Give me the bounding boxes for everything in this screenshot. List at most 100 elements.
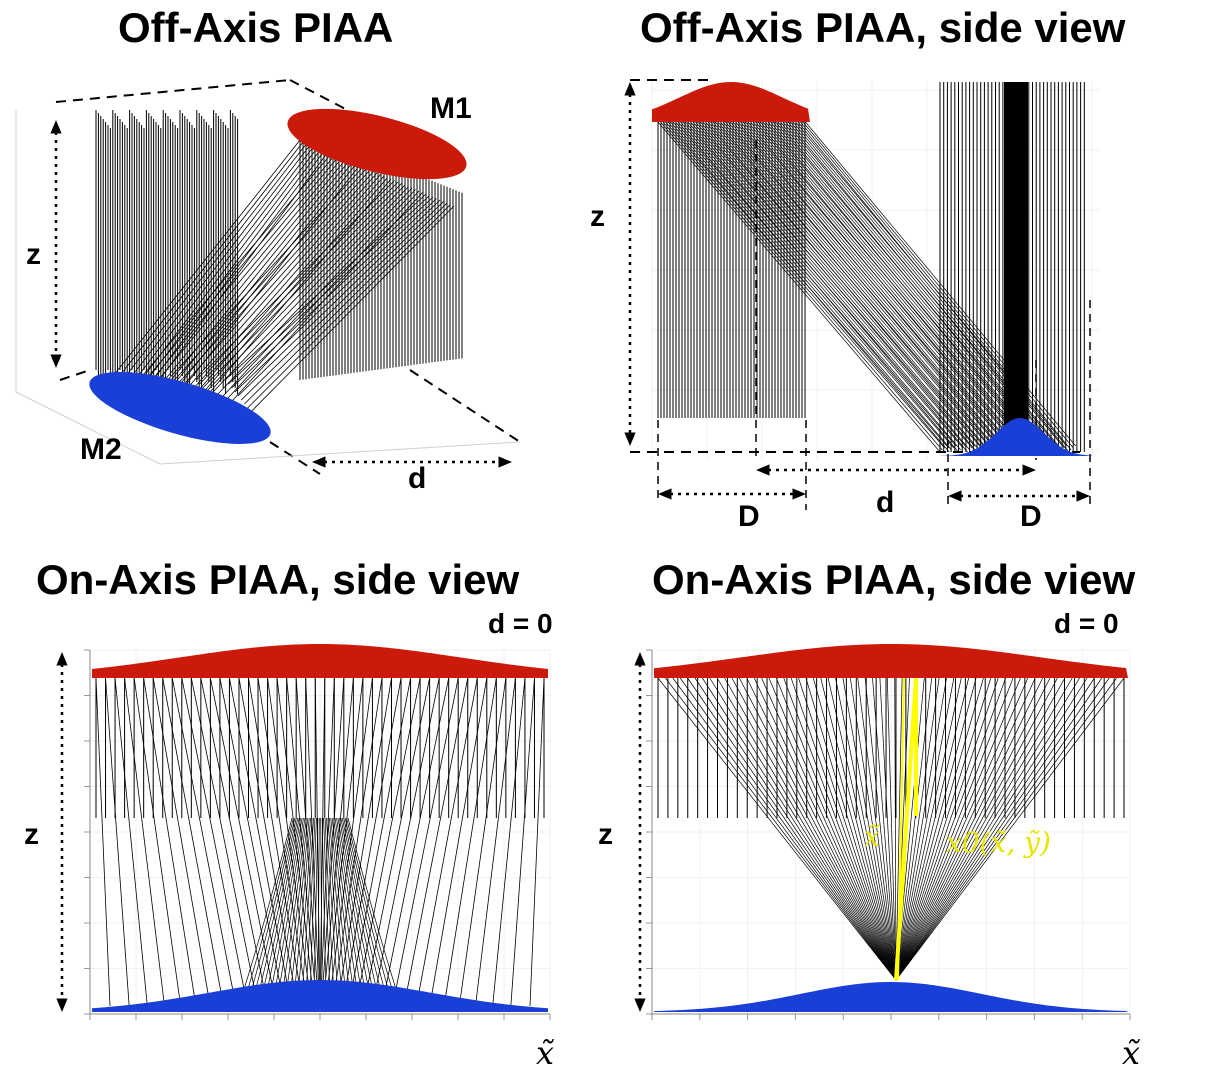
ray-line — [895, 677, 999, 981]
ray-line — [895, 677, 984, 981]
ray-curve — [264, 817, 301, 1003]
ray-line — [122, 145, 315, 397]
ray-line — [895, 677, 1006, 981]
ray-line — [152, 677, 211, 1007]
ray-line — [707, 121, 987, 453]
d-arrow-head-left — [756, 464, 770, 476]
offaxis-d-label: d — [408, 462, 427, 495]
ray-line — [171, 677, 237, 1007]
offaxis-side-z-arrow-head-bottom — [624, 432, 636, 446]
ray-line — [849, 677, 897, 981]
ray-line — [492, 677, 526, 1007]
mirror-m2 — [89, 372, 271, 444]
ray-line — [162, 677, 224, 1007]
ray-line — [510, 677, 535, 1007]
ray-line — [475, 677, 516, 1007]
ray-line — [173, 169, 371, 389]
ray-line — [777, 121, 1051, 453]
ray-line — [687, 677, 897, 981]
onaxis-right-diagram — [634, 644, 1131, 1020]
ray-label-x-tilde: x̃ — [864, 820, 880, 853]
ray-line — [753, 677, 897, 981]
ray-line — [730, 121, 1007, 451]
ray-line — [697, 121, 978, 453]
ray-line — [879, 677, 897, 981]
frame-bottom-dashed — [269, 441, 321, 475]
ray-line — [679, 677, 897, 981]
ray-line — [750, 121, 1026, 451]
ray-line — [717, 121, 996, 453]
mirror-m1-profile — [654, 644, 1128, 678]
ray-line — [667, 121, 950, 453]
mirror-m1-profile — [652, 82, 810, 122]
ray-line — [124, 677, 165, 1007]
ray-line — [682, 121, 964, 449]
ray-line — [895, 677, 1029, 981]
m1-label: M1 — [430, 92, 472, 125]
ray-line — [762, 121, 1037, 449]
ray-line — [895, 677, 1014, 981]
ray-line — [894, 677, 897, 981]
ray-line — [443, 677, 497, 1007]
ray-line — [752, 121, 1028, 449]
ray-line — [416, 677, 478, 1007]
ray-line — [702, 121, 982, 449]
ray-line — [672, 677, 897, 981]
ray-line — [95, 677, 111, 1007]
ray-line — [709, 677, 897, 981]
ray-line — [199, 181, 399, 385]
ray-line — [776, 677, 897, 981]
ray-line — [342, 677, 402, 1007]
ray-line — [895, 677, 962, 981]
ray-line — [209, 677, 277, 1007]
onaxis-right-z-arrow-head-bottom — [634, 998, 646, 1012]
ray-line — [202, 183, 402, 389]
ray-line — [742, 121, 1019, 449]
onaxis-left-title: On-Axis PIAA, side view — [36, 556, 520, 603]
ray-line — [234, 198, 437, 393]
ray-line — [761, 677, 897, 981]
ray-line — [105, 677, 130, 1007]
onaxis-left-z-arrow-head-top — [56, 652, 68, 666]
offaxis-side-z-arrow-head-top — [624, 82, 636, 96]
ray-line — [872, 677, 897, 981]
ray-curve — [339, 817, 376, 1003]
ray-line — [790, 677, 897, 981]
ray-line — [835, 677, 897, 981]
frame-base-dashed — [409, 369, 521, 443]
onaxis-right-z-label: z — [598, 818, 613, 851]
ray-line — [895, 677, 1051, 981]
ray-line — [716, 677, 897, 981]
ray-line — [429, 677, 488, 1007]
frame-top-dashed — [55, 79, 291, 103]
ray-line — [737, 121, 1014, 453]
ray-line — [712, 121, 991, 449]
ray-line — [732, 121, 1010, 449]
ray-line — [192, 178, 392, 413]
ray-line — [125, 147, 318, 401]
ray-line — [739, 677, 897, 981]
ray-line — [700, 121, 980, 451]
ray-line — [148, 157, 343, 393]
ray-line — [842, 677, 897, 981]
ray-curve — [243, 817, 294, 1003]
offaxis-side-D-right-label: D — [1020, 500, 1042, 533]
ray-line — [355, 677, 421, 1007]
ray-curve — [340, 817, 380, 1003]
mirror-m1 — [287, 108, 467, 180]
d-arrow-head-right — [1022, 464, 1036, 476]
offaxis-side-title: Off-Axis PIAA, side view — [640, 4, 1126, 51]
box-edge — [159, 441, 521, 465]
ray-line — [827, 677, 897, 981]
ray-line — [151, 159, 346, 397]
ray-line — [680, 121, 961, 451]
ray-line — [392, 677, 459, 1007]
ray-line — [895, 677, 1043, 981]
ray-line — [160, 163, 357, 409]
ray-line — [798, 677, 897, 981]
ray-line — [257, 677, 308, 1007]
ray-line — [710, 121, 989, 451]
ray-line — [895, 677, 1073, 981]
onaxis-left-x-label: x̃ — [536, 1034, 555, 1072]
offaxis-side-d-label: d — [876, 486, 895, 519]
